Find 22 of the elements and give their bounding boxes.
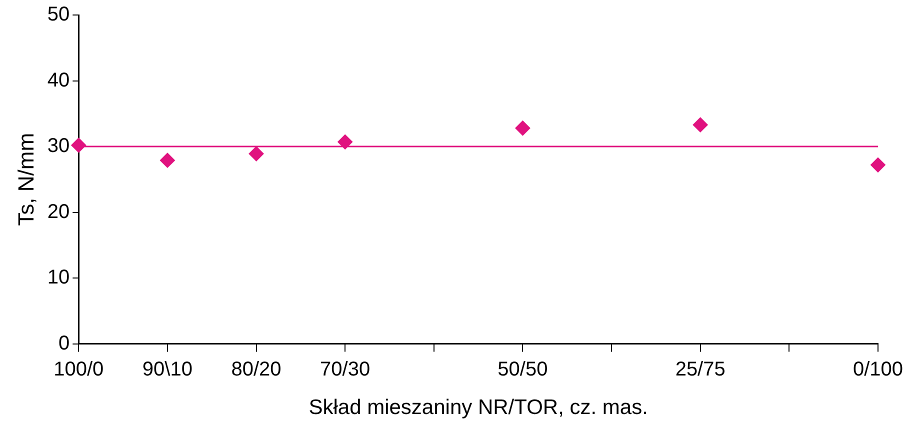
y-tick-label: 10 — [47, 266, 70, 289]
y-axis-title: Ts, N/mm — [13, 132, 38, 226]
point — [338, 134, 353, 150]
point — [515, 120, 530, 136]
point — [160, 152, 175, 168]
y-tick-label: 40 — [47, 69, 70, 92]
x-tick-label: 80/20 — [231, 358, 282, 380]
x-tick-label: 0/100 — [852, 358, 904, 380]
y-tick-label: 50 — [47, 4, 70, 26]
point — [870, 157, 886, 172]
x-tick-label: 50/50 — [498, 358, 548, 380]
x-axis-title: Skład mieszaniny NR/TOR, cz. mas. — [308, 396, 648, 420]
x-tick-label: 90\10 — [142, 358, 192, 380]
x-tick-label: 25/75 — [675, 358, 726, 380]
point — [248, 146, 264, 162]
x-tick-label: 70/30 — [320, 358, 370, 380]
y-tick-label: 0 — [58, 332, 70, 354]
y-tick-label: 20 — [47, 200, 70, 223]
point — [692, 117, 708, 132]
y-tick-label: 30 — [47, 135, 70, 158]
x-tick-label: 100/0 — [54, 358, 104, 380]
point — [71, 138, 86, 153]
